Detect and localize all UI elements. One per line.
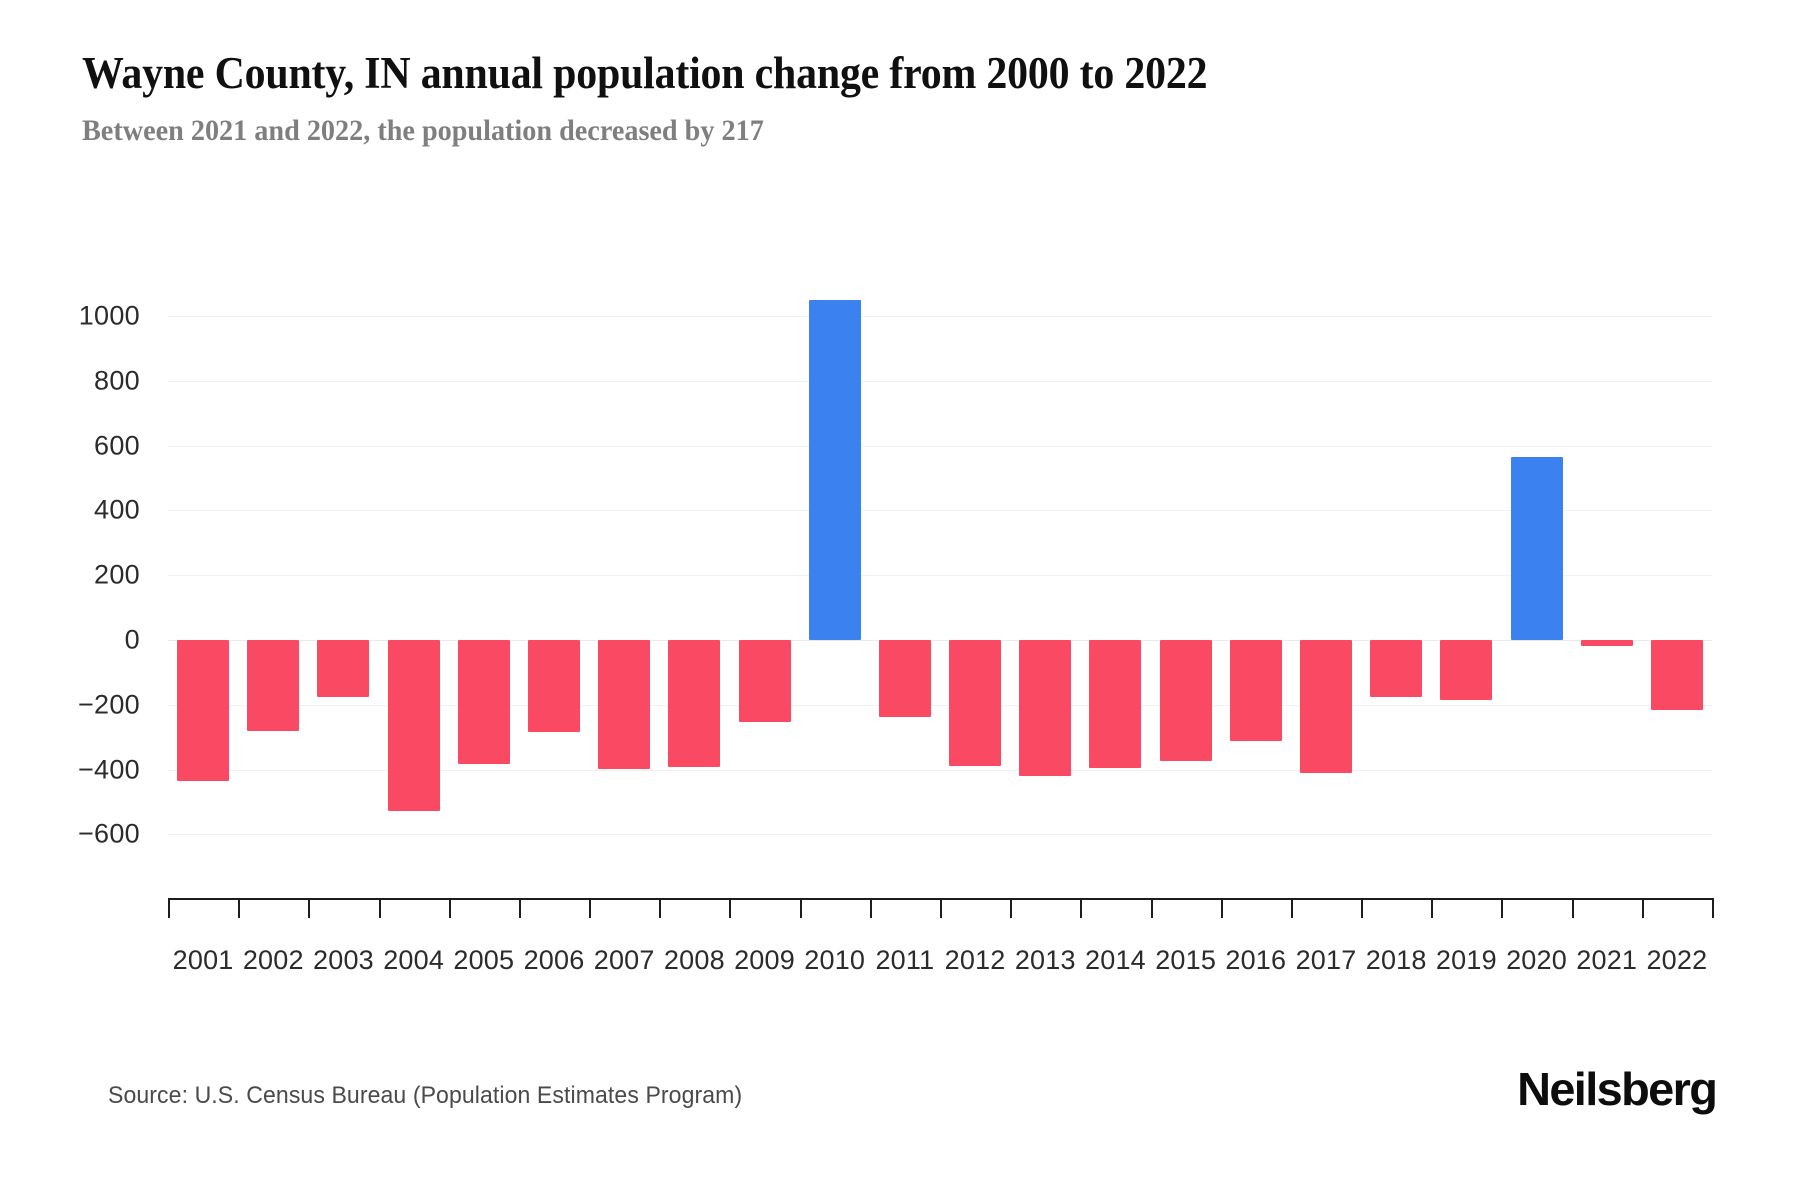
x-axis-tick	[729, 898, 732, 918]
bar-2002[interactable]	[247, 640, 300, 732]
gridline	[168, 704, 1712, 706]
y-axis-tick-label: 800	[94, 365, 140, 396]
x-axis-tick	[659, 898, 662, 918]
x-axis-label-2001: 2001	[172, 945, 234, 975]
gridline	[168, 769, 1712, 771]
x-axis-tick	[1080, 898, 1083, 918]
bar-2006[interactable]	[528, 640, 580, 733]
bars-group	[168, 0, 1712, 1200]
x-axis-label-2014: 2014	[1085, 945, 1146, 975]
bar-2021[interactable]	[1580, 640, 1633, 646]
x-axis-label-2021: 2021	[1576, 945, 1638, 975]
source-note: Source: U.S. Census Bureau (Population E…	[108, 1082, 743, 1109]
bar-2019[interactable]	[1440, 640, 1493, 701]
gridline	[168, 510, 1712, 512]
bar-2011[interactable]	[878, 640, 931, 718]
x-axis-tick	[799, 898, 802, 918]
bar-2016[interactable]	[1229, 640, 1282, 742]
x-axis-label-2010: 2010	[804, 945, 866, 975]
x-axis-tick	[1712, 898, 1714, 918]
x-axis-tick	[518, 898, 521, 918]
y-axis-tick-label: −600	[77, 818, 140, 849]
x-axis-tick	[1220, 898, 1223, 918]
x-axis-label-2019: 2019	[1435, 945, 1497, 975]
x-axis-label-2017: 2017	[1295, 945, 1357, 975]
x-axis-label-2022: 2022	[1646, 945, 1708, 975]
y-axis-tick-label: 200	[94, 559, 140, 590]
x-axis-tick	[1290, 898, 1293, 918]
gridline	[168, 640, 1712, 641]
bar-2018[interactable]	[1370, 640, 1423, 698]
chart-subtitle: Between 2021 and 2022, the population de…	[82, 114, 764, 148]
bar-2001[interactable]	[177, 640, 230, 781]
gridline	[168, 316, 1712, 317]
x-axis-tick	[1431, 898, 1434, 918]
x-axis-label-2006: 2006	[523, 945, 585, 975]
bar-2015[interactable]	[1159, 640, 1212, 761]
x-axis-tick	[448, 898, 451, 918]
x-axis-label-2011: 2011	[875, 945, 935, 975]
gridline	[168, 834, 1712, 836]
x-axis-label-2004: 2004	[383, 945, 445, 975]
x-axis-label-2012: 2012	[944, 945, 1006, 975]
bar-2003[interactable]	[317, 640, 370, 697]
bar-2009[interactable]	[738, 640, 791, 722]
gridline	[168, 380, 1712, 382]
y-axis-tick-label: 0	[124, 624, 140, 655]
x-axis-label-2002: 2002	[242, 945, 304, 975]
x-axis-tick	[1641, 898, 1644, 918]
bar-2007[interactable]	[598, 640, 651, 769]
x-axis-label-2009: 2009	[734, 945, 795, 975]
y-axis-tick-label: 600	[94, 430, 140, 461]
bar-2012[interactable]	[949, 640, 1002, 767]
bar-2004[interactable]	[387, 640, 440, 811]
bar-2020[interactable]	[1510, 456, 1563, 640]
x-axis-tick	[1010, 898, 1013, 918]
x-axis-label-2018: 2018	[1365, 945, 1427, 975]
bar-2022[interactable]	[1650, 640, 1703, 711]
x-axis-label-2016: 2016	[1225, 945, 1287, 975]
x-axis-label-2013: 2013	[1014, 945, 1076, 975]
bar-2010[interactable]	[808, 299, 861, 640]
x-axis-tick	[1361, 898, 1364, 918]
bar-2005[interactable]	[457, 640, 510, 765]
bar-2008[interactable]	[668, 640, 721, 768]
y-axis-tick-label: 400	[94, 494, 140, 525]
x-axis-tick	[940, 898, 942, 918]
x-axis-tick	[1501, 898, 1504, 918]
x-axis-tick	[1150, 898, 1153, 918]
x-axis-label-2015: 2015	[1155, 945, 1217, 975]
x-axis-label-2007: 2007	[593, 945, 655, 975]
x-axis-tick	[869, 898, 872, 918]
x-axis-tick	[589, 898, 592, 918]
x-axis-tick	[1571, 898, 1574, 918]
x-axis-tick	[308, 898, 311, 918]
gridline	[168, 575, 1712, 577]
y-axis-tick-label: −200	[77, 689, 140, 720]
x-axis-tick	[168, 898, 170, 918]
brand-logo: Neilsberg	[1516, 1063, 1718, 1115]
chart-header: Wayne County, IN annual population chang…	[82, 48, 1702, 149]
y-axis-tick-label: −400	[77, 754, 140, 785]
y-axis-tick-label: 1000	[78, 300, 140, 331]
bar-2017[interactable]	[1300, 640, 1352, 774]
x-axis-label-2020: 2020	[1506, 945, 1567, 975]
x-axis-label-2003: 2003	[313, 945, 374, 975]
x-axis-label-2005: 2005	[453, 945, 515, 975]
gridline	[168, 445, 1712, 447]
bar-2014[interactable]	[1089, 640, 1142, 768]
x-axis-tick	[238, 898, 241, 918]
bar-2013[interactable]	[1019, 640, 1072, 776]
page-title: Wayne County, IN annual population chang…	[82, 48, 1208, 98]
x-axis-label-2008: 2008	[663, 945, 725, 975]
x-axis-tick	[378, 898, 381, 918]
